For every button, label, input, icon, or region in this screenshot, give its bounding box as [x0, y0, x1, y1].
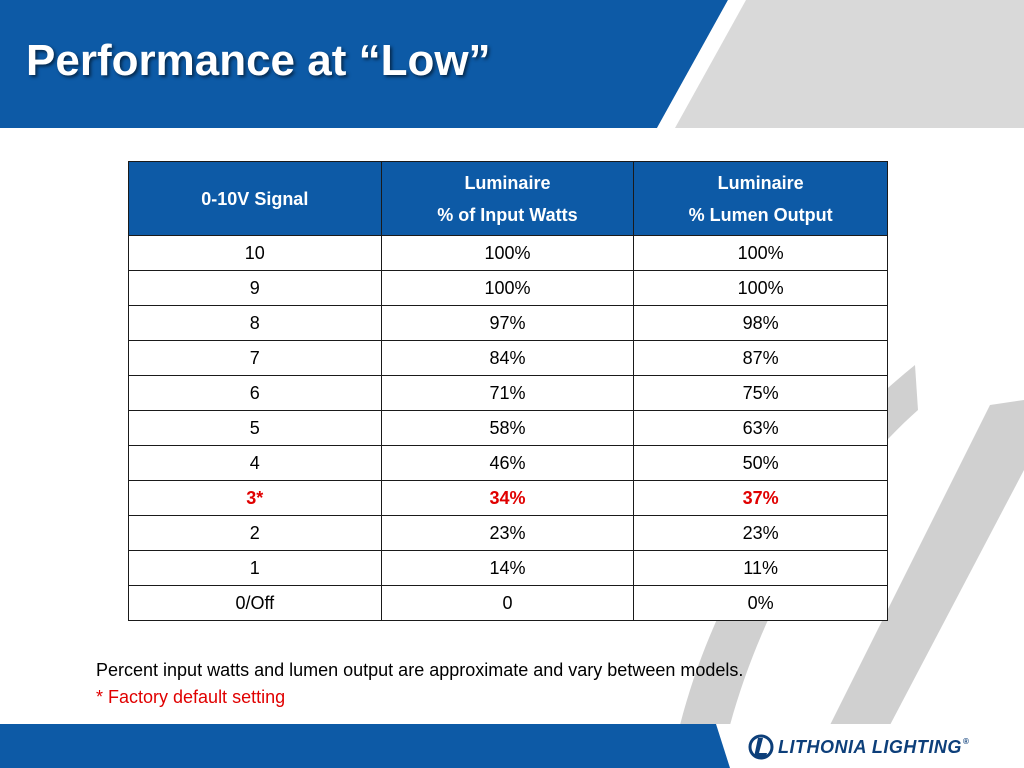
cell-lumen-output: 63%: [633, 410, 888, 446]
table-row: 4 46% 50%: [128, 445, 888, 481]
cell-input-watts: 84%: [380, 340, 635, 376]
table-row: 9 100% 100%: [128, 270, 888, 306]
cell-signal: 8: [128, 305, 382, 341]
footnotes: Percent input watts and lumen output are…: [96, 657, 743, 711]
header-input-watts: Luminaire% of Input Watts: [380, 161, 635, 236]
table-row-default: 3* 34% 37%: [128, 480, 888, 516]
cell-signal: 4: [128, 445, 382, 481]
cell-input-watts: 71%: [380, 375, 635, 411]
registered-mark: ®: [962, 736, 970, 746]
table-row: 10 100% 100%: [128, 235, 888, 271]
cell-input-watts: 14%: [380, 550, 635, 586]
header-graphic: [0, 0, 1024, 128]
cell-signal: 2: [128, 515, 382, 551]
table-row: 7 84% 87%: [128, 340, 888, 376]
cell-lumen-output: 23%: [633, 515, 888, 551]
cell-lumen-output: 87%: [633, 340, 888, 376]
cell-signal: 6: [128, 375, 382, 411]
table-row: 2 23% 23%: [128, 515, 888, 551]
table-row: 8 97% 98%: [128, 305, 888, 341]
lithonia-logo-mark-icon: [748, 734, 774, 760]
header-signal: 0-10V Signal: [128, 161, 382, 236]
cell-input-watts: 46%: [380, 445, 635, 481]
cell-input-watts: 58%: [380, 410, 635, 446]
table-header-row: 0-10V Signal Luminaire% of Input Watts L…: [128, 161, 888, 236]
cell-signal: 7: [128, 340, 382, 376]
footer-graphic: [0, 724, 1024, 768]
cell-lumen-output: 37%: [633, 480, 888, 516]
cell-lumen-output: 75%: [633, 375, 888, 411]
cell-lumen-output: 11%: [633, 550, 888, 586]
cell-lumen-output: 100%: [633, 270, 888, 306]
cell-lumen-output: 98%: [633, 305, 888, 341]
footer-band: [0, 724, 1024, 768]
cell-input-watts: 23%: [380, 515, 635, 551]
cell-lumen-output: 50%: [633, 445, 888, 481]
table-row: 1 14% 11%: [128, 550, 888, 586]
cell-input-watts: 100%: [380, 235, 635, 271]
cell-input-watts: 100%: [380, 270, 635, 306]
cell-signal: 5: [128, 410, 382, 446]
cell-signal: 0/Off: [128, 585, 382, 621]
cell-input-watts: 0: [380, 585, 635, 621]
cell-lumen-output: 0%: [633, 585, 888, 621]
lithonia-logo: LITHONIA LIGHTING®: [748, 733, 969, 761]
header-band: Performance at “Low”: [0, 0, 1024, 128]
performance-table: 0-10V Signal Luminaire% of Input Watts L…: [128, 161, 888, 621]
logo-text: LITHONIA LIGHTING®: [778, 736, 970, 757]
table-row: 0/Off 0 0%: [128, 585, 888, 621]
approximation-note: Percent input watts and lumen output are…: [96, 660, 744, 680]
table-row: 5 58% 63%: [128, 410, 888, 446]
header-lumen-output: Luminaire% Lumen Output: [633, 161, 888, 236]
table-row: 6 71% 75%: [128, 375, 888, 411]
cell-signal: 9: [128, 270, 382, 306]
cell-signal: 3*: [128, 480, 382, 516]
cell-signal: 10: [128, 235, 382, 271]
default-setting-note: * Factory default setting: [96, 687, 286, 707]
cell-lumen-output: 100%: [633, 235, 888, 271]
page-title: Performance at “Low”: [26, 36, 491, 85]
cell-signal: 1: [128, 550, 382, 586]
cell-input-watts: 97%: [380, 305, 635, 341]
cell-input-watts: 34%: [380, 480, 635, 516]
